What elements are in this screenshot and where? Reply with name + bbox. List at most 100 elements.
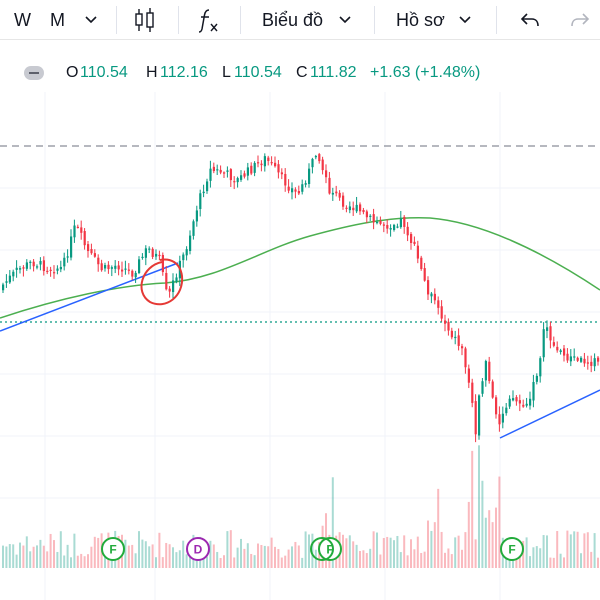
volume-bar — [274, 546, 276, 568]
candle-body — [301, 184, 304, 192]
volume-bar — [457, 535, 460, 568]
candle-body — [376, 221, 379, 224]
profile-button[interactable]: Hồ sơ — [396, 10, 445, 30]
redo-icon[interactable] — [568, 0, 592, 40]
candle-body — [433, 293, 436, 301]
candle-body — [185, 249, 188, 256]
fx-icon[interactable] — [196, 0, 222, 40]
top-toolbar: W M Biểu đồ Hồ sơ — [0, 0, 600, 40]
candle-body — [56, 268, 59, 271]
candle-body — [304, 183, 307, 185]
volume-bar — [49, 533, 52, 568]
volume-bar — [151, 544, 154, 568]
candle-body — [372, 214, 375, 223]
candle-body — [270, 162, 273, 164]
interval-week-button[interactable]: W — [14, 10, 31, 30]
event-marker-circle — [318, 537, 342, 561]
volume-bar — [172, 547, 174, 568]
volume-bar — [593, 533, 596, 568]
volume-bar — [566, 530, 569, 568]
event-marker-financial[interactable]: F — [101, 537, 125, 561]
event-marker-letter: F — [508, 543, 515, 557]
volume-bar — [535, 546, 538, 568]
volume-bar — [559, 553, 562, 568]
event-marker-circle — [500, 537, 524, 561]
event-marker-dividend[interactable]: D — [186, 537, 210, 561]
event-marker-letter: F — [109, 543, 116, 557]
volume-bar — [53, 540, 55, 568]
volume-bar — [59, 531, 62, 568]
volume-bar — [236, 547, 239, 568]
volume-bar — [8, 544, 11, 568]
volume-bar — [70, 557, 72, 568]
volume-bar — [29, 551, 32, 568]
candle-body — [478, 395, 481, 436]
volume-bar — [597, 557, 599, 568]
candle-body — [365, 211, 368, 218]
candle-body — [124, 268, 127, 270]
volume-bar — [369, 548, 372, 568]
candle-body — [199, 193, 202, 209]
profile-chevron-icon[interactable] — [458, 0, 472, 40]
candle-body — [311, 158, 314, 168]
candle-body — [182, 254, 185, 261]
volume-bar — [144, 541, 147, 568]
interval-month-button[interactable]: M — [50, 10, 65, 30]
volume-bar — [348, 535, 351, 568]
candle-body — [19, 268, 22, 270]
volume-bar — [138, 531, 140, 568]
volume-bar — [253, 555, 256, 568]
candle-body — [583, 358, 586, 364]
volume-bar — [461, 549, 463, 568]
candle-body — [454, 336, 457, 339]
high-value: 112.16 — [160, 64, 208, 81]
volume-bar — [342, 534, 344, 568]
candles — [2, 152, 600, 443]
volume-bar — [131, 544, 134, 568]
moving-average-line[interactable] — [0, 216, 600, 319]
candle-body — [46, 270, 49, 273]
candle-body — [2, 284, 5, 291]
trendline-lower-left[interactable] — [0, 262, 179, 332]
volume-bar — [433, 522, 436, 568]
interval-dropdown-chevron-icon[interactable] — [84, 0, 98, 40]
toolbar-divider — [116, 6, 117, 34]
candle-body — [335, 191, 338, 194]
candle-body — [253, 162, 256, 173]
candle-body — [277, 164, 280, 173]
candle-body — [127, 269, 130, 271]
candle-body — [100, 263, 103, 271]
candle-body — [352, 207, 355, 211]
candle-body — [97, 257, 100, 265]
candle-body — [70, 236, 73, 258]
hide-legend-toggle-icon[interactable] — [24, 66, 44, 80]
undo-icon[interactable] — [518, 0, 542, 40]
volume-bar — [583, 533, 586, 568]
candle-body — [8, 275, 11, 283]
volume-bar — [420, 552, 423, 568]
volume-bar — [471, 450, 474, 568]
candle-body — [195, 210, 198, 222]
candle-body — [495, 397, 498, 415]
volume-bar — [233, 557, 236, 568]
candle-body — [325, 170, 328, 178]
close-value: 111.82 — [310, 64, 357, 81]
chart-type-chevron-icon[interactable] — [338, 0, 352, 40]
circle-annotation[interactable] — [140, 258, 184, 306]
candlestick-icon[interactable] — [132, 0, 158, 40]
candle-body — [413, 241, 416, 245]
candle-body — [223, 172, 226, 174]
candle-body — [318, 154, 321, 162]
chart-type-button[interactable]: Biểu đồ — [262, 10, 324, 30]
volume-bar — [586, 532, 589, 568]
candle-body — [535, 375, 538, 382]
event-marker-financial[interactable]: F — [318, 537, 342, 561]
candle-body — [83, 231, 86, 246]
candle-body — [338, 192, 341, 198]
volume-bar — [308, 534, 310, 568]
event-marker-financial[interactable]: F — [500, 537, 524, 561]
trendline-lower-right[interactable] — [499, 389, 600, 439]
event-marker-overlap-ring — [310, 537, 334, 561]
